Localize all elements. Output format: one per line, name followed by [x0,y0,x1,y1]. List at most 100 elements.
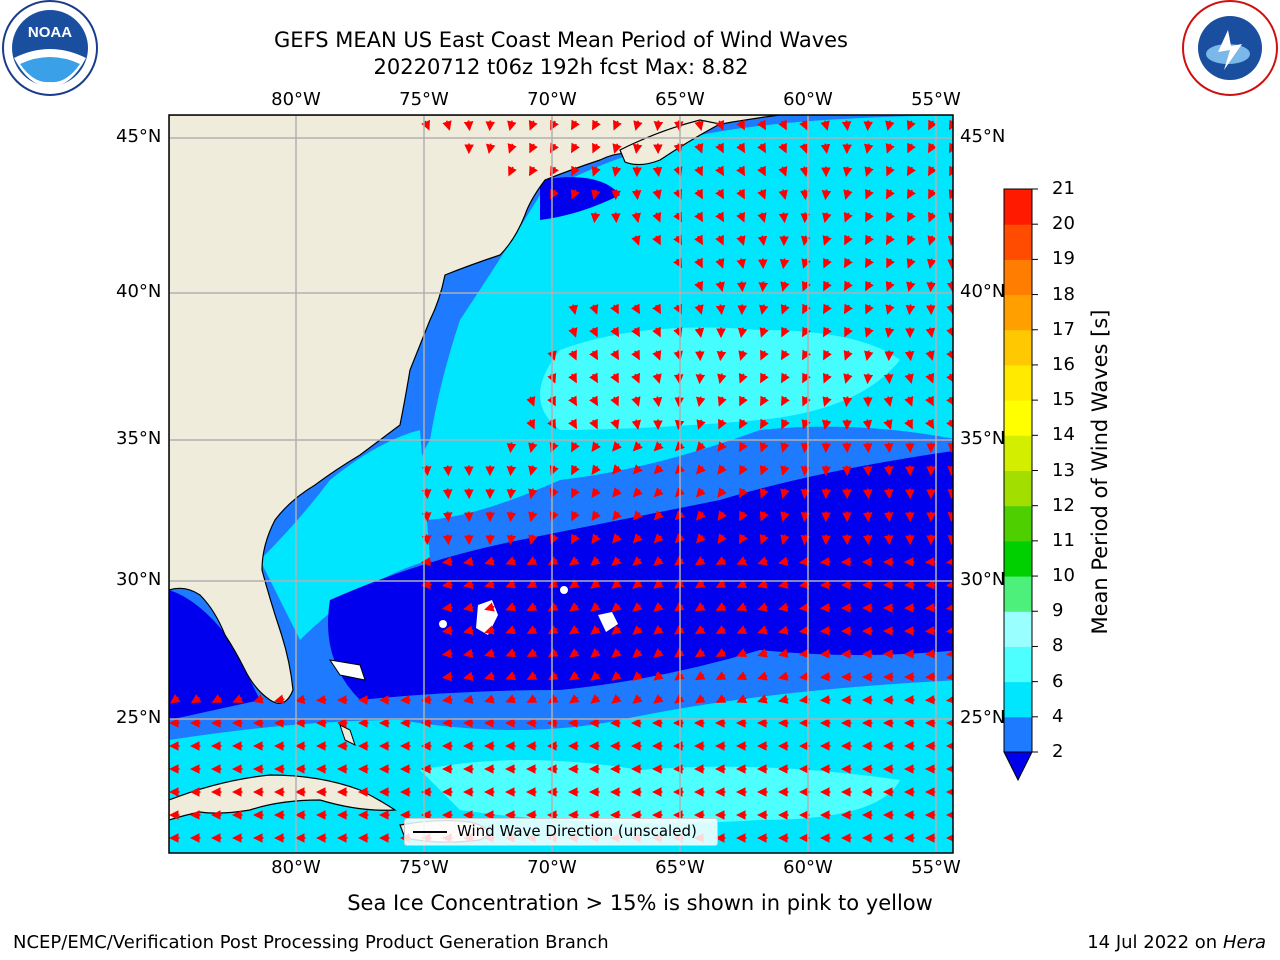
colorbar-tick-label: 8 [1052,635,1064,657]
wave-direction-arrow [653,579,664,589]
wave-direction-arrow [904,418,913,430]
wave-direction-arrow [862,534,873,546]
wave-region-under-2s [328,451,953,700]
wave-direction-arrow [653,625,664,635]
lat-label-left: 40°N [116,281,162,302]
wave-direction-arrow [759,464,769,476]
wave-direction-arrow [778,694,789,704]
wave-direction-arrow [506,465,517,477]
colorbar-bin [1004,505,1032,542]
wave-direction-arrow [715,211,724,223]
wave-direction-arrow [589,349,598,361]
wave-direction-arrow [736,235,746,246]
wave-direction-arrow [907,211,916,223]
wave-direction-arrow [632,625,643,635]
wave-direction-arrow [799,143,809,154]
wave-direction-arrow [946,327,953,338]
wave-direction-arrow [904,396,914,407]
wave-direction-arrow [484,694,495,704]
wave-direction-arrow [652,303,661,315]
wave-direction-arrow [589,395,598,407]
wave-direction-arrow [505,579,517,589]
nws-logo [1182,0,1278,96]
footer-date: 14 Jul 2022 on [1087,932,1218,953]
wave-direction-arrow [610,372,619,384]
wave-direction-arrow [822,396,832,407]
wave-direction-arrow [717,441,727,452]
wave-direction-arrow [780,281,790,292]
wave-direction-arrow [528,119,538,131]
wave-direction-arrow [694,556,706,566]
wave-direction-arrow [526,694,538,703]
wave-direction-arrow [819,648,831,659]
wave-direction-arrow [758,281,769,293]
wave-direction-arrow [819,579,831,590]
colorbar-bin [1004,224,1032,260]
wave-direction-arrow [674,441,685,452]
wave-direction-arrow [945,579,953,590]
wave-direction-arrow [442,120,452,131]
wind-wave-direction-arrows [169,119,953,843]
wave-direction-arrow [568,625,580,635]
wave-direction-arrow [463,556,474,566]
wave-direction-arrow [862,488,873,500]
lat-label-left: 30°N [116,569,162,590]
wave-direction-arrow [819,625,831,636]
wave-direction-arrow [883,396,893,407]
wave-direction-arrow [674,556,685,566]
wave-direction-arrow [652,189,662,200]
wave-direction-arrow [568,579,580,589]
wave-direction-arrow [924,648,936,659]
wave-direction-arrow [694,280,704,292]
wave-direction-arrow [886,234,895,246]
lat-label-right: 25°N [960,707,1006,728]
lon-label-bottom: 70°W [527,857,577,878]
wave-direction-arrow [946,418,953,430]
wave-direction-arrow [652,211,662,223]
colorbar-tick-label: 12 [1052,494,1075,516]
wave-direction-arrow [653,441,664,452]
wave-direction-arrow [757,671,768,681]
wave-direction-arrow [717,533,727,544]
wave-direction-arrow [925,372,935,384]
wave-direction-arrow [862,419,873,430]
wave-direction-arrow [946,372,953,384]
wave-direction-arrow [568,556,580,566]
wave-direction-arrow [591,441,601,453]
wave-direction-arrow [718,418,727,430]
wave-direction-arrow [529,165,538,177]
wave-direction-arrow [674,671,685,681]
wave-direction-arrow [610,395,619,407]
wave-direction-arrow [715,556,727,565]
wave-direction-arrow [823,349,832,361]
wave-direction-arrow [842,396,853,408]
wave-direction-arrow [653,120,664,132]
wave-direction-arrow [547,648,559,658]
wave-direction-arrow [547,625,559,635]
wave-direction-arrow [653,602,664,612]
wave-direction-arrow [632,441,643,452]
wave-direction-arrow [778,119,787,131]
wave-direction-arrow [674,625,685,635]
wave-direction-arrow [757,602,768,612]
wave-direction-arrow [757,165,766,177]
wave-direction-arrow [441,579,453,590]
wave-direction-arrow [591,487,601,499]
wave-direction-arrow [590,212,601,224]
wave-direction-arrow [694,602,706,612]
wave-direction-arrow [484,625,495,635]
colorbar-bin [1004,364,1032,401]
colorbar-bin [1004,259,1032,296]
wave-direction-arrow [631,372,640,384]
wave-direction-arrow [632,694,643,704]
wave-direction-arrow [716,350,727,362]
wave-direction-arrow [526,648,538,657]
wave-direction-arrow [925,418,934,430]
wave-direction-arrow [631,326,640,338]
wave-direction-arrow [823,280,832,292]
wave-direction-arrow [886,211,895,223]
wave-direction-arrow [505,602,517,612]
wave-direction-arrow [799,166,809,177]
wave-direction-arrow [800,465,811,477]
